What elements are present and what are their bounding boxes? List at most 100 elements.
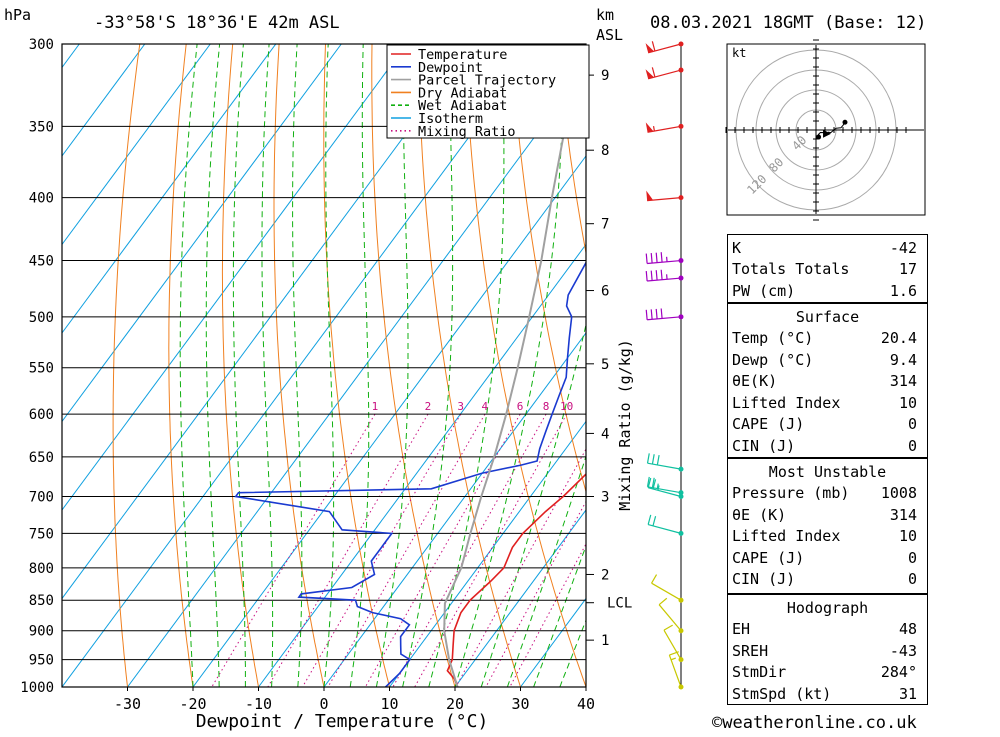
index-value: -43	[864, 640, 927, 662]
isotherm-line	[62, 44, 538, 687]
wind-barb-full	[656, 253, 657, 263]
height-tick-label: 5	[601, 357, 609, 373]
pressure-tick-label: 800	[29, 561, 54, 577]
x-axis-label: Dewpoint / Temperature (°C)	[196, 711, 489, 732]
pressure-tick-label: 700	[29, 490, 54, 506]
index-row: Temp (°C)20.4	[728, 328, 927, 350]
wind-barb-half	[671, 658, 676, 660]
index-label: CAPE (J)	[728, 547, 870, 569]
wind-barb-full	[659, 598, 667, 604]
height-unit: km	[596, 6, 614, 24]
wind-barb-full	[653, 516, 656, 526]
datetime-title: 08.03.2021 18GMT (Base: 12)	[650, 13, 926, 33]
wind-barb-full	[652, 41, 655, 51]
mixing-ratio-line	[510, 414, 656, 687]
wind-barb-full	[661, 270, 662, 280]
height-tick-label: 3	[601, 490, 609, 506]
wind-barb-full	[648, 453, 650, 463]
index-value: 0	[870, 547, 927, 569]
dry-adiabat-line	[222, 44, 258, 687]
index-label: CAPE (J)	[728, 414, 867, 436]
index-row: θE (K)314	[728, 504, 927, 526]
index-row: Pressure (mb)1008	[728, 483, 927, 505]
index-section-title: Surface	[728, 306, 927, 328]
index-row: CIN (J)0	[728, 569, 927, 591]
wind-barb-full	[661, 252, 662, 262]
location-title: -33°58'S 18°36'E 42m ASL	[94, 13, 340, 33]
x-tick-label: 40	[577, 695, 595, 713]
wind-barb-full	[661, 309, 662, 319]
mixing-ratio-axis-label: Mixing Ratio (g/kg)	[616, 339, 634, 511]
index-value: 1008	[870, 483, 927, 505]
pressure-tick-label: 350	[29, 119, 54, 135]
index-value: 31	[864, 683, 927, 705]
index-row: PW (cm)1.6	[728, 280, 927, 302]
pressure-tick-label: 750	[29, 526, 54, 542]
mixing-ratio-tick-label: 8	[543, 400, 550, 413]
index-value: 48	[864, 619, 927, 641]
dry-adiabat-line	[558, 44, 717, 687]
wet-adiabat-line	[180, 44, 197, 687]
index-label: θE (K)	[728, 504, 870, 526]
height-tick-label: 2	[601, 567, 609, 583]
index-label: StmDir	[728, 662, 864, 684]
lcl-label: LCL	[607, 596, 632, 612]
hodograph-end-dot	[842, 120, 847, 125]
index-label: K	[728, 237, 878, 259]
mixing-ratio-tick-label: 2	[425, 400, 432, 413]
wind-barb-shaft	[648, 525, 681, 534]
index-label: Dewp (°C)	[728, 349, 867, 371]
dry-adiabat-line	[372, 44, 455, 687]
index-value: 10	[870, 526, 927, 548]
index-value: 17	[878, 259, 927, 281]
pressure-tick-label: 950	[29, 653, 54, 669]
index-section-title: Hodograph	[728, 597, 927, 619]
wind-barb-full	[651, 309, 652, 319]
legend-entry: Mixing Ratio	[418, 124, 516, 140]
pressure-tick-label: 550	[29, 361, 54, 377]
pressure-tick-label: 600	[29, 407, 54, 423]
height-tick-label: 8	[601, 143, 609, 159]
index-row: Dewp (°C)9.4	[728, 349, 927, 371]
dry-adiabat-line	[113, 44, 140, 687]
mixing-ratio-line	[212, 414, 375, 687]
index-row: CAPE (J)0	[728, 547, 927, 569]
wind-barb-full	[648, 515, 651, 525]
index-label: SREH	[728, 640, 864, 662]
height-ref: ASL	[596, 26, 623, 44]
wind-barb-shaft	[648, 126, 681, 132]
mixing-ratio-tick-label: 3	[457, 400, 464, 413]
wind-barb-full	[652, 454, 654, 464]
index-value: -42	[878, 237, 927, 259]
dry-adiabat-line	[929, 44, 1000, 687]
x-tick-label: -30	[114, 695, 141, 713]
index-value: 0	[867, 414, 927, 436]
pressure-tick-label: 450	[29, 254, 54, 270]
wind-barb-full	[664, 625, 673, 630]
wind-barb-half	[654, 126, 655, 131]
pressure-tick-label: 500	[29, 310, 54, 326]
index-row: CAPE (J)0	[728, 414, 927, 436]
isotherm-line	[0, 44, 407, 687]
footer-credit: ©weatheronline.co.uk	[712, 713, 917, 733]
mixing-ratio-tick-label: 10	[560, 400, 573, 413]
index-row: θE(K)314	[728, 371, 927, 393]
wind-barb-full	[652, 575, 657, 584]
parcel-trajectory-line	[444, 44, 584, 687]
wind-barb-shaft	[664, 630, 681, 659]
isotherm-line	[128, 44, 604, 687]
wind-barb-full	[651, 253, 652, 263]
height-tick-label: 1	[601, 633, 609, 649]
wind-barb-full	[652, 67, 655, 77]
index-label: EH	[728, 619, 864, 641]
index-label: CIN (J)	[728, 435, 867, 457]
height-tick-label: 4	[601, 426, 609, 442]
wind-barb-flag	[646, 122, 654, 132]
index-value: 9.4	[867, 349, 927, 371]
index-label: PW (cm)	[728, 280, 878, 302]
wet-adiabat-line	[376, 44, 408, 687]
